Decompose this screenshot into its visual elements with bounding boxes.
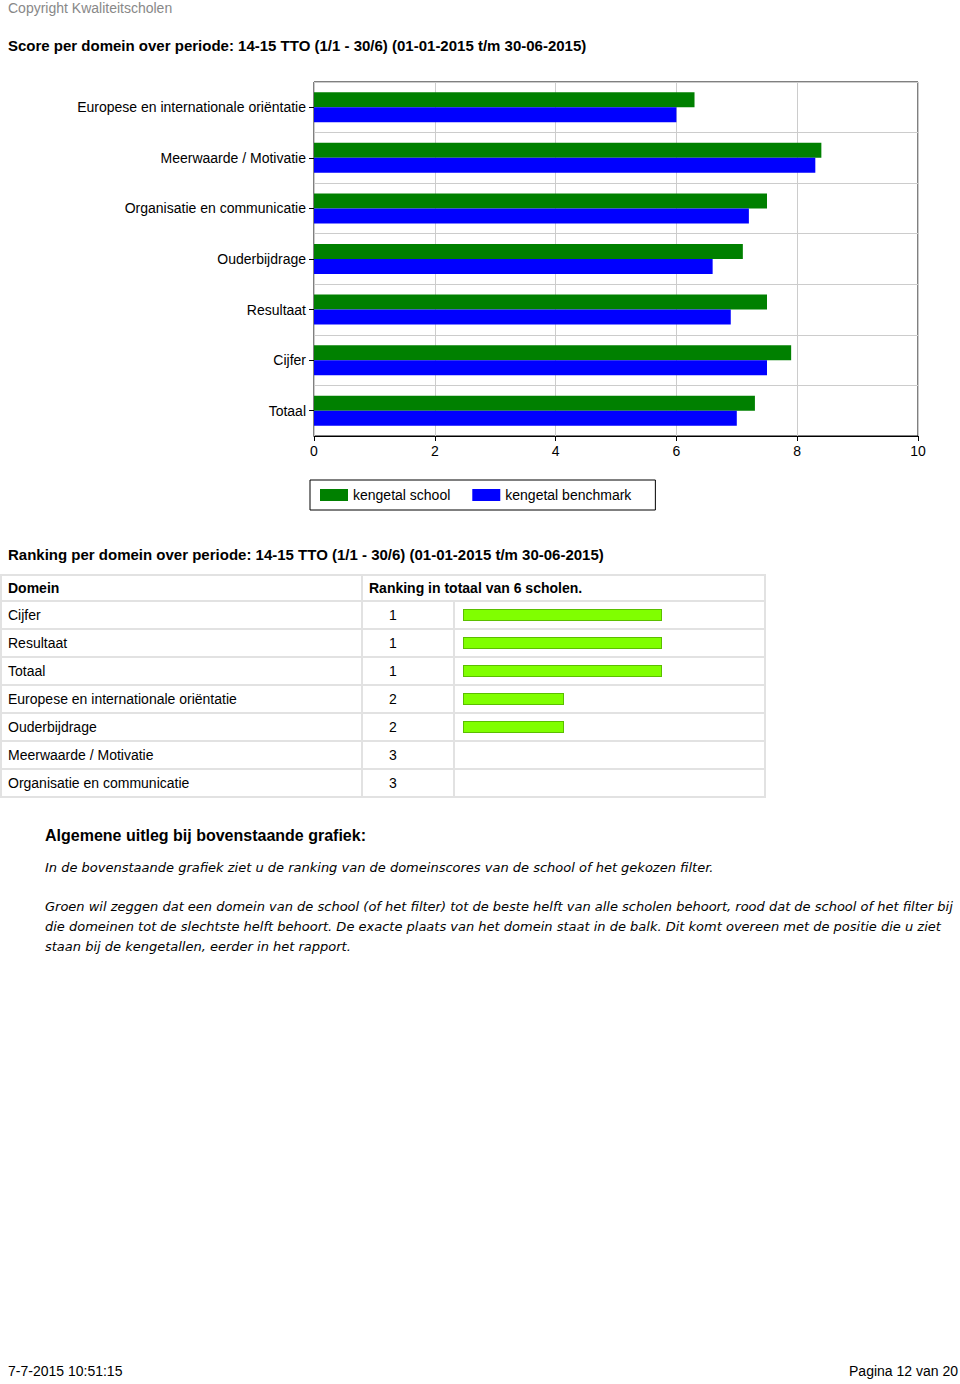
html-text:Cijfer: Cijfer [8, 607, 41, 623]
svg-text:10: 10 [910, 443, 926, 459]
svg-text:kengetal school: kengetal school [353, 487, 450, 503]
html-text:Domein: Domein [8, 580, 60, 596]
html-text:Totaal: Totaal [8, 663, 46, 679]
svg-text:2: 2 [431, 443, 439, 459]
svg-text:4: 4 [552, 443, 560, 459]
html-text:Ranking in totaal van 6 schole: Ranking in totaal van 6 scholen. [369, 580, 583, 596]
html-text:Organisatie en communicatie: Organisatie en communicatie [8, 775, 190, 791]
html-text:2: 2 [389, 719, 397, 735]
svg-text:6: 6 [673, 443, 681, 459]
svg-text:0: 0 [310, 443, 318, 459]
html-text:1: 1 [389, 635, 397, 651]
html-text:Pagina 12 van 20: Pagina 12 van 20 [849, 1363, 958, 1379]
html-text:Ranking per domein over period: Ranking per domein over periode: 14-15 T… [8, 546, 604, 563]
svg-text:Resultaat: Resultaat [247, 302, 306, 318]
svg-text:Meerwaarde / Motivatie: Meerwaarde / Motivatie [160, 150, 306, 166]
html-text:Algemene uitleg bij bovenstaan: Algemene uitleg bij bovenstaande grafiek… [45, 827, 366, 844]
svg-text:Ouderbijdrage: Ouderbijdrage [217, 251, 306, 267]
html-text:7-7-2015 10:51:15: 7-7-2015 10:51:15 [8, 1363, 123, 1379]
svg-text:Organisatie en communicatie: Organisatie en communicatie [125, 200, 307, 216]
html-text:In de bovenstaande grafiek zie: In de bovenstaande grafiek ziet u de ran… [45, 860, 714, 875]
html-text:Copyright Kwaliteitscholen: Copyright Kwaliteitscholen [8, 0, 173, 16]
html-text:Score per domein over periode:: Score per domein over periode: 14-15 TTO… [8, 37, 587, 54]
svg-text:Europese en internationale ori: Europese en internationale oriëntatie [77, 99, 306, 115]
html-text:3: 3 [389, 747, 397, 763]
html-text:Resultaat: Resultaat [8, 635, 68, 651]
html-text:1: 1 [389, 663, 397, 679]
html-text:Ouderbijdrage: Ouderbijdrage [8, 719, 97, 735]
svg-text:kengetal benchmark: kengetal benchmark [505, 487, 632, 503]
svg-text:Cijfer: Cijfer [273, 352, 306, 368]
svg-text:Totaal: Totaal [269, 403, 306, 419]
html-text:3: 3 [389, 775, 397, 791]
html-text:Meerwaarde / Motivatie: Meerwaarde / Motivatie [8, 747, 154, 763]
svg-text:8: 8 [793, 443, 801, 459]
html-text:Groen wil zeggen dat een domei: Groen wil zeggen dat een domein van de s… [45, 899, 953, 954]
html-text:Europese en internationale ori: Europese en internationale oriëntatie [8, 691, 237, 707]
html-text:1: 1 [389, 607, 397, 623]
html-text:2: 2 [389, 691, 397, 707]
